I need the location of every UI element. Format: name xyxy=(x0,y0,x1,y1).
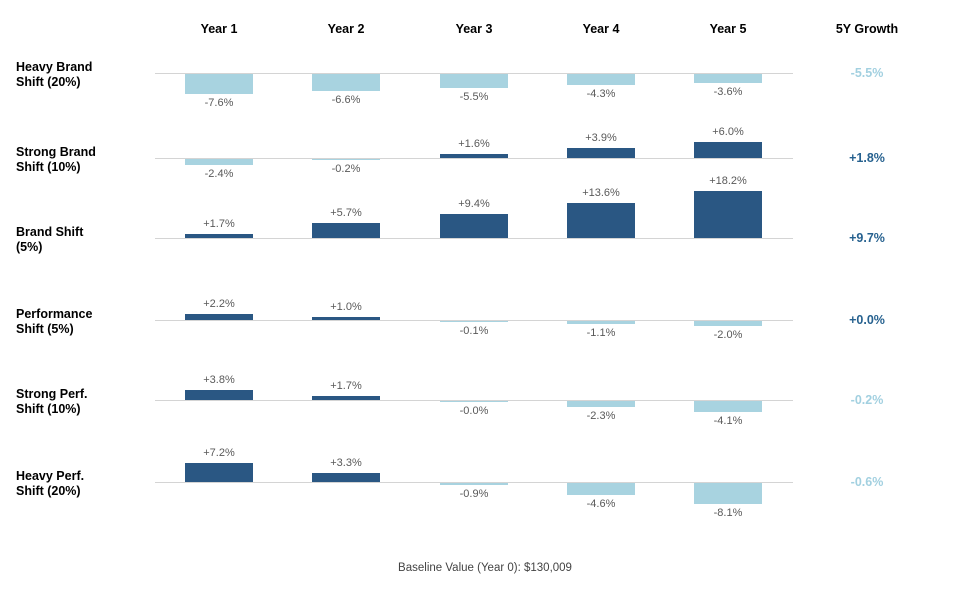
bar-value-label: +6.0% xyxy=(712,126,744,138)
bar-value-label: -1.1% xyxy=(586,327,616,339)
row-label: Heavy Brand Shift (20%) xyxy=(16,60,146,90)
bar xyxy=(694,74,762,83)
bar xyxy=(440,401,508,402)
bar-value-label: -0.9% xyxy=(459,488,489,500)
row-label-line: Brand Shift xyxy=(16,225,84,239)
bar xyxy=(567,203,635,238)
bar xyxy=(694,321,762,326)
bar xyxy=(185,234,253,238)
bar xyxy=(185,159,253,165)
row-label: Brand Shift (5%) xyxy=(16,225,146,255)
growth-value: +0.0% xyxy=(849,313,885,327)
bar-value-label: +1.6% xyxy=(458,138,490,150)
bar xyxy=(312,223,380,238)
bar xyxy=(312,473,380,482)
row-label-line: (5%) xyxy=(16,240,43,254)
bar-value-label: +2.2% xyxy=(203,298,235,310)
growth-value: -0.2% xyxy=(850,393,884,407)
bar-value-label: -4.1% xyxy=(713,415,743,427)
column-header: Year 1 xyxy=(200,22,238,36)
bar xyxy=(185,74,253,94)
growth-value: +9.7% xyxy=(849,231,885,245)
baseline-line xyxy=(155,73,793,74)
bar-value-label: -2.0% xyxy=(713,329,743,341)
bar xyxy=(694,401,762,412)
column-header: Year 3 xyxy=(455,22,493,36)
bar-value-label: -0.2% xyxy=(331,163,361,175)
bar xyxy=(440,154,508,158)
bar-value-label: +3.9% xyxy=(585,132,617,144)
column-header: Year 5 xyxy=(709,22,747,36)
row-label-line: Performance xyxy=(16,307,93,321)
row-label-line: Shift (20%) xyxy=(16,484,81,498)
bar xyxy=(312,74,380,91)
bar-value-label: +7.2% xyxy=(203,447,235,459)
bar-value-label: -0.1% xyxy=(459,325,489,337)
bar-value-label: +3.3% xyxy=(330,457,362,469)
row-label: Strong Brand Shift (10%) xyxy=(16,145,146,175)
bar xyxy=(567,74,635,85)
bar-value-label: -2.3% xyxy=(586,410,616,422)
growth-value: -5.5% xyxy=(850,66,884,80)
bar xyxy=(185,314,253,320)
bar-value-label: -2.4% xyxy=(204,168,234,180)
bar-value-label: -5.5% xyxy=(459,91,489,103)
row-label-line: Strong Perf. xyxy=(16,387,88,401)
bar-value-label: +5.7% xyxy=(330,207,362,219)
bar xyxy=(440,74,508,88)
baseline-line xyxy=(155,482,793,483)
growth-value: -0.6% xyxy=(850,475,884,489)
row-label: Strong Perf. Shift (10%) xyxy=(16,387,146,417)
bar-value-label: +13.6% xyxy=(582,187,620,199)
bar xyxy=(440,321,508,322)
row-label-line: Heavy Brand xyxy=(16,60,93,74)
bar xyxy=(567,483,635,495)
bar xyxy=(312,159,380,160)
row-label-line: Heavy Perf. xyxy=(16,469,85,483)
bar-value-label: +3.8% xyxy=(203,374,235,386)
bar-value-label: -6.6% xyxy=(331,94,361,106)
baseline-line xyxy=(155,238,793,239)
bar-value-label: +1.0% xyxy=(330,301,362,313)
bar-value-label: +18.2% xyxy=(709,175,747,187)
bar-value-label: -3.6% xyxy=(713,86,743,98)
bar xyxy=(694,483,762,504)
row-label-line: Shift (10%) xyxy=(16,160,81,174)
row-label: Heavy Perf. Shift (20%) xyxy=(16,469,146,499)
row-label: Performance Shift (5%) xyxy=(16,307,146,337)
bar xyxy=(185,390,253,400)
bar xyxy=(567,148,635,158)
baseline-value-note: Baseline Value (Year 0): $130,009 xyxy=(398,562,572,574)
bar xyxy=(312,396,380,400)
bar-value-label: -8.1% xyxy=(713,507,743,519)
bar xyxy=(440,214,508,238)
bar-value-label: -7.6% xyxy=(204,97,234,109)
bar-value-label: -4.3% xyxy=(586,88,616,100)
growth-value: +1.8% xyxy=(849,151,885,165)
bar xyxy=(567,401,635,407)
bar-value-label: +1.7% xyxy=(330,380,362,392)
bar xyxy=(312,317,380,320)
bar-value-label: +1.7% xyxy=(203,218,235,230)
row-label-line: Shift (10%) xyxy=(16,402,81,416)
baseline-line xyxy=(155,158,793,159)
bar xyxy=(185,463,253,482)
bar-value-label: +9.4% xyxy=(458,198,490,210)
bar-value-label: -0.0% xyxy=(459,405,489,417)
bar xyxy=(694,142,762,158)
bar-value-label: -4.6% xyxy=(586,498,616,510)
row-label-line: Strong Brand xyxy=(16,145,96,159)
bar xyxy=(440,483,508,485)
column-header: Year 4 xyxy=(582,22,620,36)
bar xyxy=(694,191,762,238)
column-header: Year 2 xyxy=(327,22,365,36)
baseline-line xyxy=(155,320,793,321)
row-label-line: Shift (20%) xyxy=(16,75,81,89)
row-label-line: Shift (5%) xyxy=(16,322,74,336)
growth-column-header: 5Y Growth xyxy=(835,22,899,36)
bar xyxy=(567,321,635,324)
baseline-line xyxy=(155,400,793,401)
